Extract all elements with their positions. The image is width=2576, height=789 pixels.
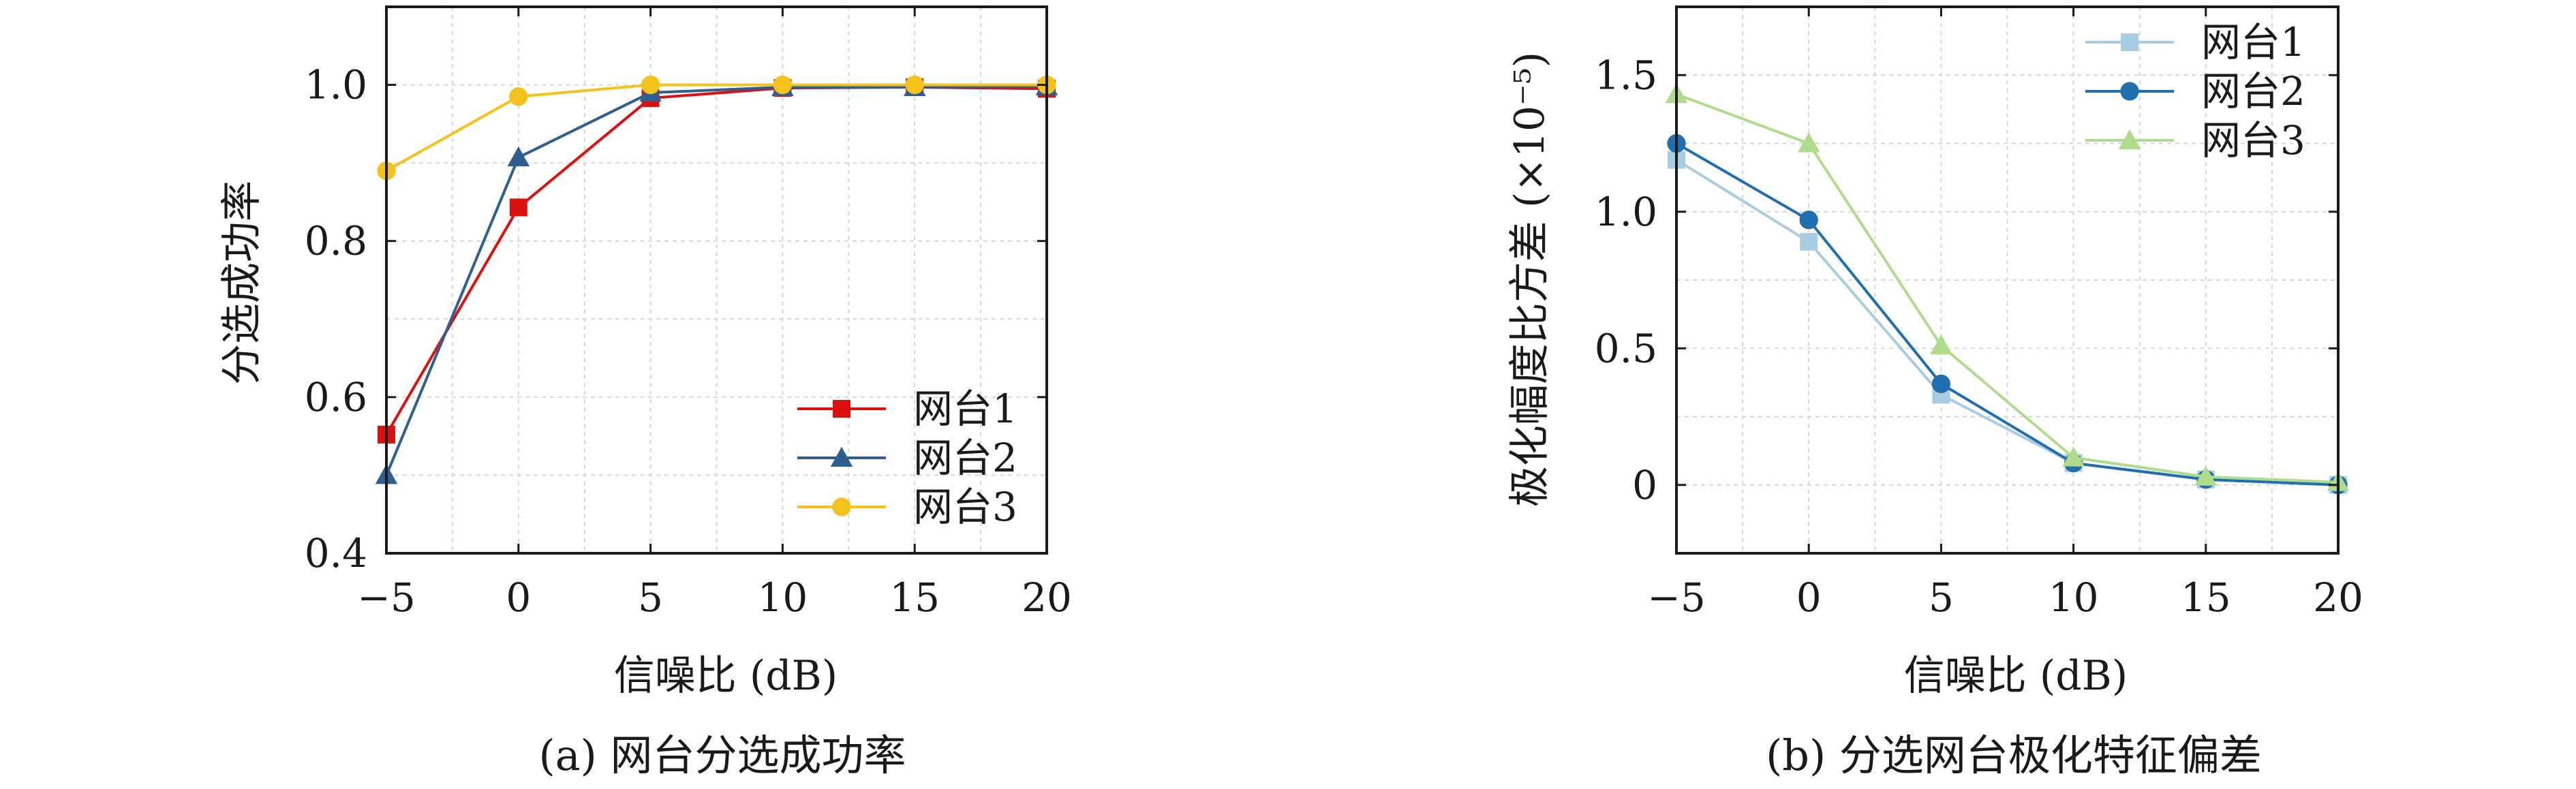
chart-b-caption: (b) 分选网台极化特征偏差: [1766, 730, 2262, 780]
series-3-point: [641, 75, 660, 95]
chart-b-ticks: −5 0 5 10 15 20 0 0.5 1.0 1.5: [1595, 7, 2363, 621]
series-line-2: [385, 84, 1047, 476]
legend-marker: [832, 497, 851, 516]
x-tick-label: 5: [638, 574, 663, 621]
series-line-3: [386, 83, 1047, 172]
chart-b-ylabel: 极化幅度比方差 (×10⁻⁵): [1506, 52, 1554, 507]
legend-marker: [2121, 33, 2138, 51]
series-2-point: [1931, 374, 1951, 394]
legend-label: 网台1: [913, 386, 1017, 432]
legend-marker: [2118, 129, 2141, 149]
legend-label: 网台1: [2201, 19, 2305, 65]
series-3-point: [509, 87, 528, 106]
chart-a-frame: [385, 5, 1048, 555]
series-2-point: [507, 146, 530, 167]
legend-label: 网台3: [2201, 117, 2305, 164]
x-tick-label: 0: [1796, 574, 1822, 621]
x-tick-label: 15: [889, 574, 940, 621]
y-tick-label: 0.8: [305, 218, 367, 264]
x-tick-label: 20: [2313, 574, 2363, 621]
chart-b-grid: [1676, 7, 2338, 553]
x-tick-label: 15: [2181, 574, 2231, 621]
chart-a-caption: (a) 网台分选成功率: [538, 730, 906, 780]
legend-marker: [833, 400, 850, 418]
chart-b-xlabel: 信噪比 (dB): [1904, 652, 2128, 700]
series-3-point: [2194, 465, 2218, 486]
series-line-2: [1675, 142, 2339, 486]
x-tick-label: −5: [1647, 574, 1706, 621]
y-tick-label: 1.5: [1595, 52, 1657, 98]
series-1-point: [509, 198, 527, 217]
x-tick-label: 0: [506, 574, 531, 621]
series-3-point: [773, 75, 793, 95]
series-line-3: [1676, 93, 2339, 484]
x-tick-label: 20: [1022, 574, 1072, 621]
y-tick-label: 0.5: [1595, 325, 1657, 371]
y-tick-label: 0.6: [305, 374, 367, 420]
x-tick-label: 10: [757, 574, 808, 621]
series-3-point: [1930, 334, 1952, 355]
series-3-point: [1797, 132, 1820, 153]
series-2-point: [1799, 211, 1818, 230]
chart-a-series: [375, 75, 1058, 484]
y-tick-label: 1.0: [1595, 189, 1657, 235]
series-line-1: [1675, 158, 2339, 486]
legend-label: 网台2: [913, 435, 1017, 481]
x-tick-label: −5: [357, 574, 416, 621]
legend-label: 网台2: [2201, 68, 2305, 114]
x-tick-label: 10: [2049, 574, 2099, 621]
chart-a-xlabel: 信噪比 (dB): [614, 652, 838, 700]
legend-marker: [2120, 82, 2139, 101]
series-1-point: [1800, 232, 1818, 251]
series-3-point: [905, 75, 924, 95]
legend-marker: [830, 446, 853, 467]
y-tick-label: 0: [1632, 462, 1657, 508]
y-tick-label: 0.4: [305, 530, 367, 576]
y-tick-label: 1.0: [305, 62, 367, 108]
chart-a-ticks: −5 0 5 10 15 20 0.4 0.6 0.8 1.0: [305, 7, 1072, 621]
legend-label: 网台3: [913, 484, 1017, 530]
series-3-point: [2062, 446, 2085, 467]
chart-a-ylabel: 分选成功率: [218, 181, 266, 385]
chart-b-frame: [1675, 5, 2340, 555]
x-tick-label: 5: [1929, 574, 1954, 621]
